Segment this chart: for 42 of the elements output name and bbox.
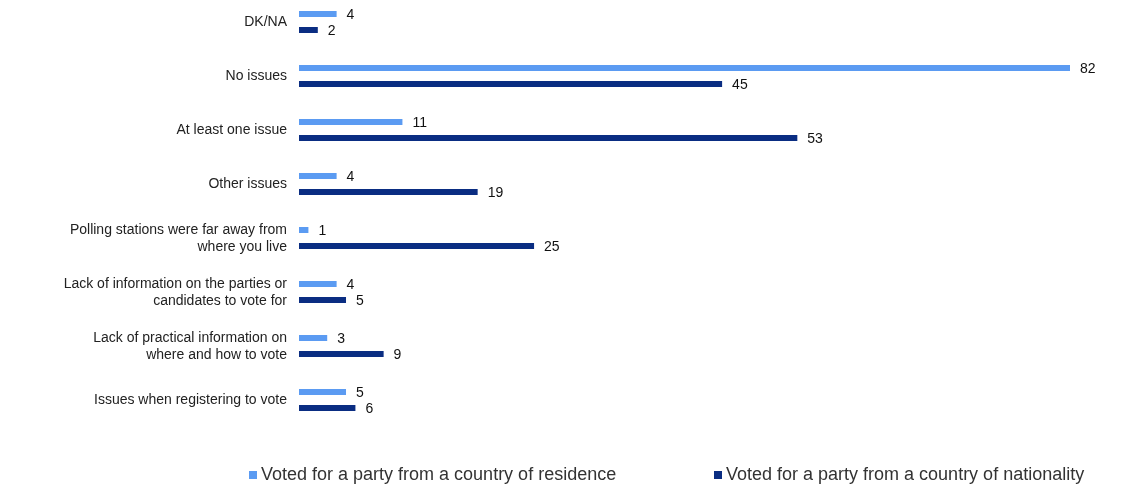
bar	[299, 119, 403, 125]
y-tick-label: Lack of information on the parties or candidates to vote for	[63, 274, 288, 308]
data-label: 82	[1080, 60, 1096, 76]
bar	[299, 389, 347, 395]
bar	[299, 351, 384, 357]
y-tick-label: No issues	[225, 67, 287, 83]
data-label: 2	[327, 22, 336, 38]
bar	[299, 81, 723, 87]
data-label: 25	[544, 238, 560, 254]
bar	[299, 281, 337, 287]
bar	[299, 227, 309, 233]
bar	[299, 405, 356, 411]
bar	[299, 335, 328, 341]
y-tick-label: Polling stations were far away from where you live	[69, 220, 288, 254]
y-tick-label: Issues when registering to vote	[94, 391, 288, 407]
y-tick-label: Other issues	[208, 175, 287, 191]
data-label: 4	[346, 168, 355, 184]
y-tick-label: DK/NA	[244, 13, 288, 29]
data-label: 19	[487, 184, 504, 200]
legend-label: Voted for a party from a country of nationality	[726, 464, 1085, 484]
data-label: 45	[732, 76, 748, 92]
bar	[299, 27, 318, 33]
legend-label: Voted for a party from a country of residence	[261, 464, 617, 484]
data-label: 5	[356, 384, 365, 400]
bar	[299, 243, 535, 249]
bar	[299, 135, 798, 141]
data-label: 1	[318, 222, 327, 238]
data-label: 9	[393, 346, 402, 362]
bar	[299, 173, 337, 179]
data-label: 53	[807, 130, 824, 146]
y-tick-label: Lack of practical information on where and how to vote	[93, 328, 288, 362]
bar	[299, 189, 478, 195]
data-label: 5	[356, 292, 365, 308]
data-label: 6	[365, 400, 374, 416]
bar	[299, 297, 347, 303]
data-label: 4	[346, 6, 355, 22]
bar	[299, 11, 337, 17]
data-label: 3	[337, 330, 346, 346]
data-label: 11	[412, 114, 428, 130]
bar	[299, 65, 1070, 71]
data-label: 4	[346, 276, 355, 292]
y-tick-label: At least one issue	[176, 121, 288, 137]
